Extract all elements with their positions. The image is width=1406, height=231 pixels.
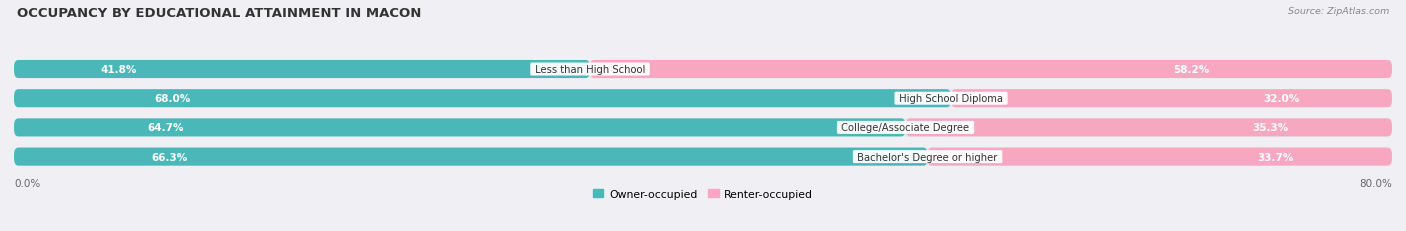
Text: 33.7%: 33.7% xyxy=(1257,152,1294,162)
FancyBboxPatch shape xyxy=(14,119,1392,137)
FancyBboxPatch shape xyxy=(591,61,1392,79)
Text: OCCUPANCY BY EDUCATIONAL ATTAINMENT IN MACON: OCCUPANCY BY EDUCATIONAL ATTAINMENT IN M… xyxy=(17,7,422,20)
FancyBboxPatch shape xyxy=(14,148,928,166)
FancyBboxPatch shape xyxy=(14,61,591,79)
FancyBboxPatch shape xyxy=(14,61,1392,79)
Text: 0.0%: 0.0% xyxy=(14,178,41,188)
FancyBboxPatch shape xyxy=(950,90,1392,108)
Text: 66.3%: 66.3% xyxy=(150,152,187,162)
Text: 80.0%: 80.0% xyxy=(1360,178,1392,188)
Text: 58.2%: 58.2% xyxy=(1174,65,1209,75)
FancyBboxPatch shape xyxy=(14,148,1392,166)
Text: 68.0%: 68.0% xyxy=(155,94,191,104)
FancyBboxPatch shape xyxy=(14,90,1392,108)
Legend: Owner-occupied, Renter-occupied: Owner-occupied, Renter-occupied xyxy=(588,185,818,203)
Text: Less than High School: Less than High School xyxy=(531,65,648,75)
Text: High School Diploma: High School Diploma xyxy=(896,94,1007,104)
Text: 64.7%: 64.7% xyxy=(148,123,184,133)
FancyBboxPatch shape xyxy=(14,90,950,108)
Text: Bachelor's Degree or higher: Bachelor's Degree or higher xyxy=(855,152,1001,162)
Text: 41.8%: 41.8% xyxy=(100,65,136,75)
FancyBboxPatch shape xyxy=(14,119,905,137)
Text: 32.0%: 32.0% xyxy=(1264,94,1299,104)
Text: 35.3%: 35.3% xyxy=(1253,123,1288,133)
Text: Source: ZipAtlas.com: Source: ZipAtlas.com xyxy=(1288,7,1389,16)
Text: College/Associate Degree: College/Associate Degree xyxy=(838,123,973,133)
FancyBboxPatch shape xyxy=(928,148,1392,166)
FancyBboxPatch shape xyxy=(905,119,1392,137)
